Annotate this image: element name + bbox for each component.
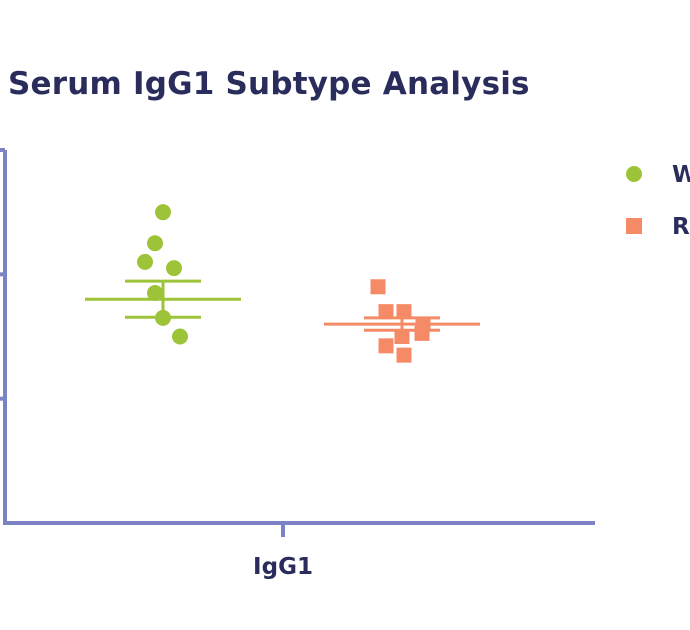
legend-marker [626,166,642,182]
data-point [147,235,163,252]
data-point [147,284,163,301]
data-point [155,204,171,221]
data-point [137,253,153,270]
data-point [396,347,412,363]
data-point [396,304,412,320]
series-w [85,204,241,345]
legend: WR [626,162,690,240]
axes: IgG1 [0,148,595,580]
data-point [378,304,394,320]
x-tick-label: IgG1 [253,554,313,580]
legend-label: W [672,162,690,188]
data-point [172,328,188,345]
series-layer [85,204,480,363]
legend-marker [626,218,642,234]
data-point [414,325,430,341]
data-point [394,329,410,344]
data-point [378,338,394,354]
chart-title: Serum IgG1 Subtype Analysis [8,66,530,102]
series-r [324,279,480,363]
data-point [155,309,171,326]
legend-label: R [672,214,690,240]
data-point [370,279,386,295]
data-point [166,260,182,277]
